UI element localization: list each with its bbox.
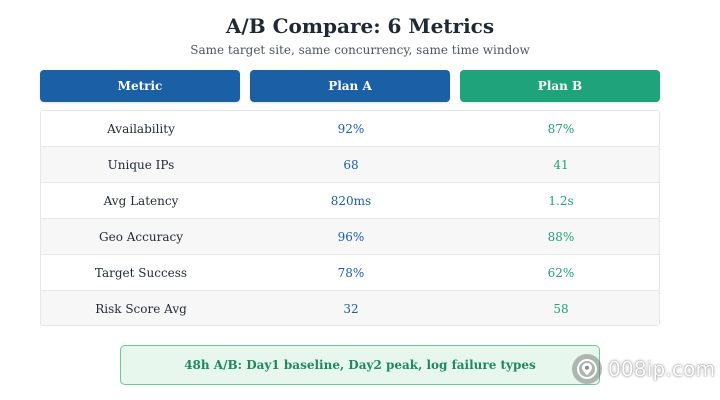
watermark: 008ip.com (572, 352, 715, 386)
plan-a-cell: 96% (337, 229, 365, 244)
table-row: Risk Score Avg 32 58 (41, 291, 659, 325)
column-header-plan-a: Plan A (250, 70, 450, 102)
metric-cell: Risk Score Avg (95, 301, 187, 316)
watermark-logo-icon (572, 354, 602, 384)
table-row: Unique IPs 68 41 (41, 147, 659, 183)
test-plan-note: 48h A/B: Day1 baseline, Day2 peak, log f… (120, 345, 600, 385)
column-header-metric: Metric (40, 70, 240, 102)
watermark-text: 008ip.com (608, 357, 716, 381)
plan-b-cell: 1.2s (548, 193, 574, 208)
plan-a-cell: 820ms (330, 193, 372, 208)
plan-a-cell: 32 (343, 301, 359, 316)
page-title: A/B Compare: 6 Metrics (225, 14, 495, 38)
metric-cell: Availability (107, 121, 175, 136)
plan-b-cell: 87% (547, 121, 575, 136)
plan-a-cell: 78% (337, 265, 365, 280)
table-header: Metric Plan A Plan B (40, 70, 660, 102)
metric-cell: Geo Accuracy (99, 229, 183, 244)
plan-a-cell: 92% (337, 121, 365, 136)
page-subtitle: Same target site, same concurrency, same… (190, 43, 530, 57)
table-row: Geo Accuracy 96% 88% (41, 219, 659, 255)
plan-b-cell: 88% (547, 229, 575, 244)
plan-b-cell: 58 (553, 301, 569, 316)
metric-cell: Avg Latency (103, 193, 179, 208)
table-row: Avg Latency 820ms 1.2s (41, 183, 659, 219)
column-header-plan-b: Plan B (460, 70, 660, 102)
plan-b-cell: 62% (547, 265, 575, 280)
table-row: Availability 92% 87% (41, 111, 659, 147)
comparison-table: Availability 92% 87% Unique IPs 68 41 Av… (40, 110, 660, 326)
metric-cell: Target Success (94, 265, 188, 280)
plan-a-cell: 68 (343, 157, 359, 172)
metric-cell: Unique IPs (107, 157, 175, 172)
plan-b-cell: 41 (553, 157, 569, 172)
table-row: Target Success 78% 62% (41, 255, 659, 291)
